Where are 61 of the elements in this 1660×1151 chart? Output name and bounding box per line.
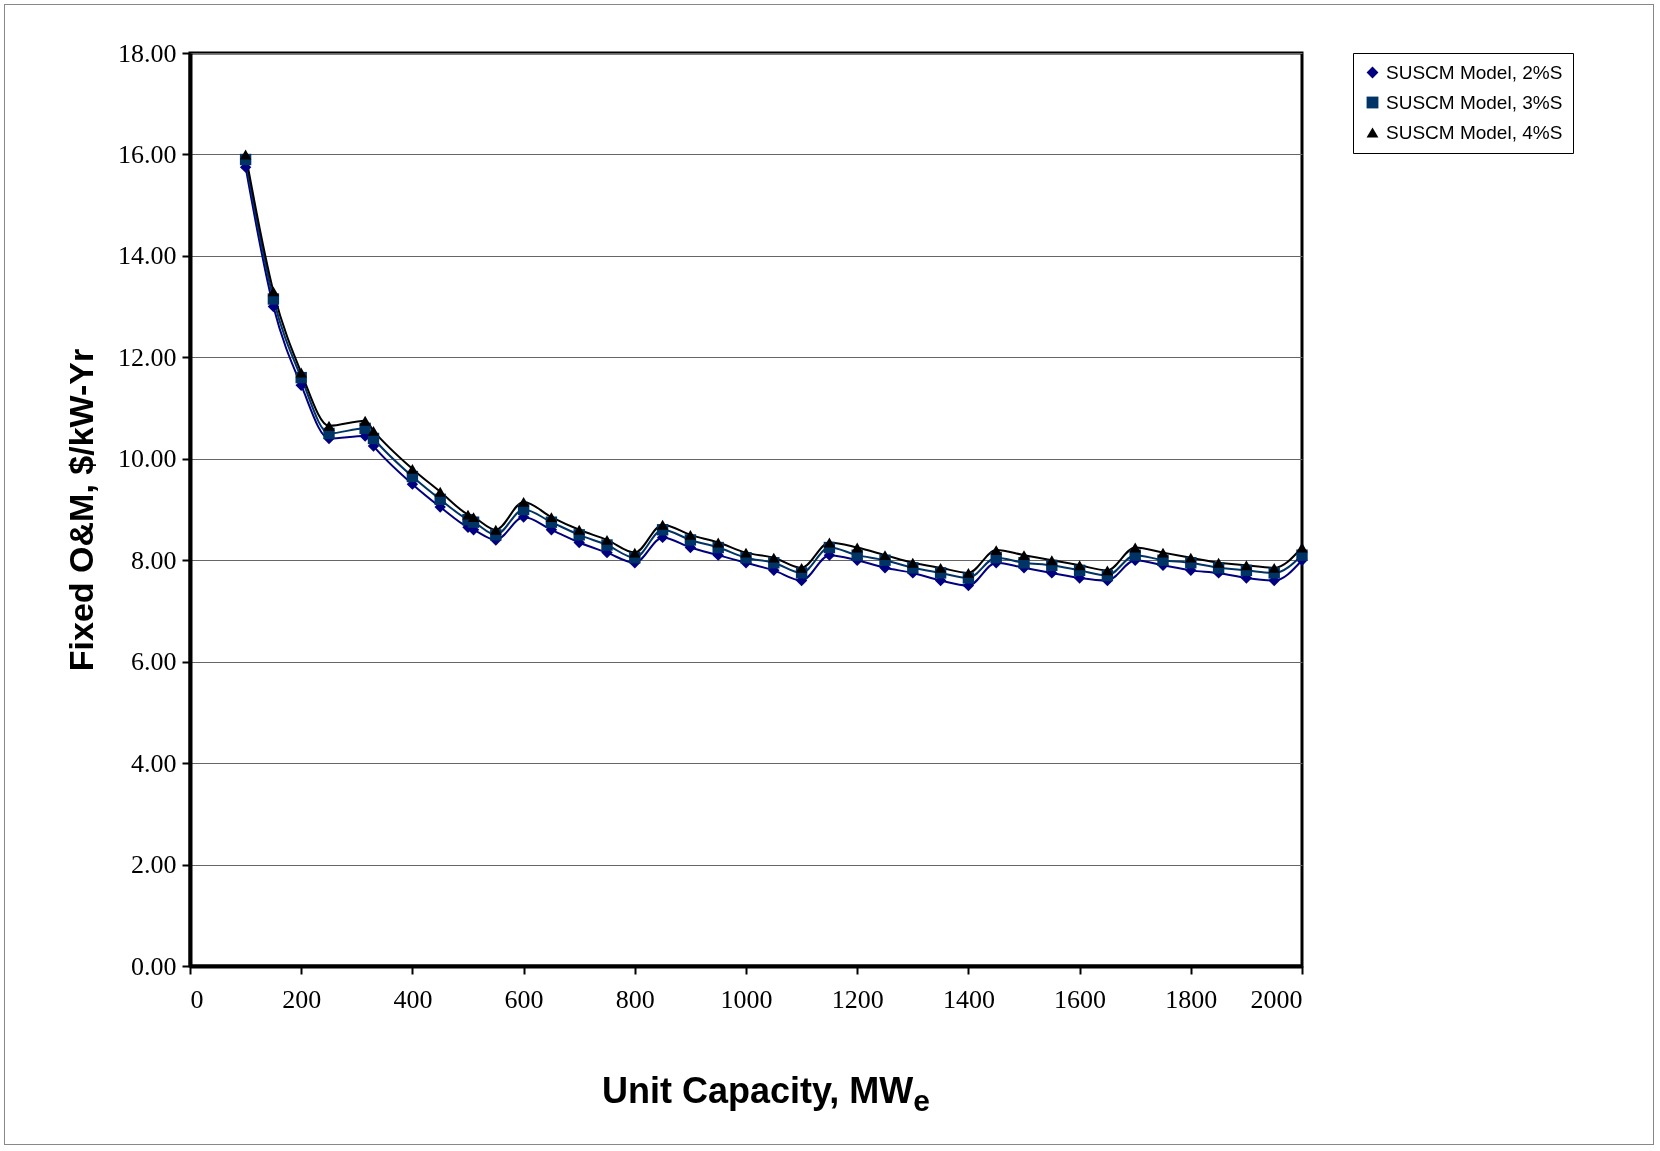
y-tick-label: 2.00 <box>131 850 177 880</box>
x-tick-label: 600 <box>504 984 544 1014</box>
point <box>990 545 1002 556</box>
x-tick-label: 800 <box>615 984 655 1014</box>
y-tick-label: 8.00 <box>131 545 177 575</box>
point <box>239 149 252 160</box>
x-axis-title: Unit Capacity, MW$_{e}$ <box>601 1070 931 1119</box>
point <box>573 524 585 535</box>
point <box>517 496 530 507</box>
point <box>684 529 697 540</box>
point <box>907 557 919 568</box>
point <box>1268 562 1280 573</box>
point <box>1185 552 1197 563</box>
y-tick-label: 16.00 <box>118 139 177 169</box>
point <box>467 512 480 523</box>
point <box>406 463 419 474</box>
point <box>656 519 669 530</box>
point <box>267 286 280 297</box>
y-tick-label: 6.00 <box>131 647 177 677</box>
point <box>962 567 975 578</box>
point <box>1101 565 1114 576</box>
point <box>823 537 836 548</box>
point <box>359 415 371 426</box>
point <box>490 524 502 535</box>
x-tick-label: 0 <box>190 984 204 1014</box>
point <box>1240 560 1253 571</box>
y-tick-label: 4.00 <box>131 748 177 778</box>
point <box>934 562 947 573</box>
legend-label: SUSCM Model, 4%S <box>1386 121 1563 143</box>
x-tick-label: 1400 <box>942 984 995 1014</box>
point <box>1073 560 1086 571</box>
x-tick-label: 1600 <box>1054 984 1107 1014</box>
point <box>323 420 335 431</box>
legend-label: SUSCM Model, 3%S <box>1386 91 1563 113</box>
point <box>740 547 752 558</box>
y-tick-label: 0.00 <box>131 951 177 981</box>
point <box>629 547 641 558</box>
x-tick-label: 1200 <box>831 984 884 1014</box>
point <box>1018 550 1030 561</box>
point <box>434 486 446 497</box>
point <box>601 535 613 545</box>
point <box>1157 547 1169 558</box>
point <box>545 512 558 523</box>
x-tick-label: 400 <box>393 984 433 1014</box>
point <box>1212 557 1225 568</box>
x-tick-label: 1000 <box>720 984 773 1014</box>
legend-label: SUSCM Model, 2%S <box>1386 61 1563 83</box>
y-axis-title: Fixed O&M, $/kW-Yr <box>62 348 100 672</box>
x-tick-label: 200 <box>282 984 322 1014</box>
x-tick-label: 1800 <box>1165 984 1218 1014</box>
point <box>795 562 808 573</box>
point <box>879 550 891 561</box>
y-tick-label: 18.00 <box>118 38 177 68</box>
point <box>1046 555 1058 566</box>
point <box>712 537 724 548</box>
y-tick-label: 12.00 <box>118 342 177 372</box>
y-tick-label: 10.00 <box>118 444 177 474</box>
point <box>367 425 380 436</box>
point <box>768 552 780 563</box>
y-tick-label: 14.00 <box>118 241 177 271</box>
x-tick-label: 2000 <box>1250 984 1303 1014</box>
